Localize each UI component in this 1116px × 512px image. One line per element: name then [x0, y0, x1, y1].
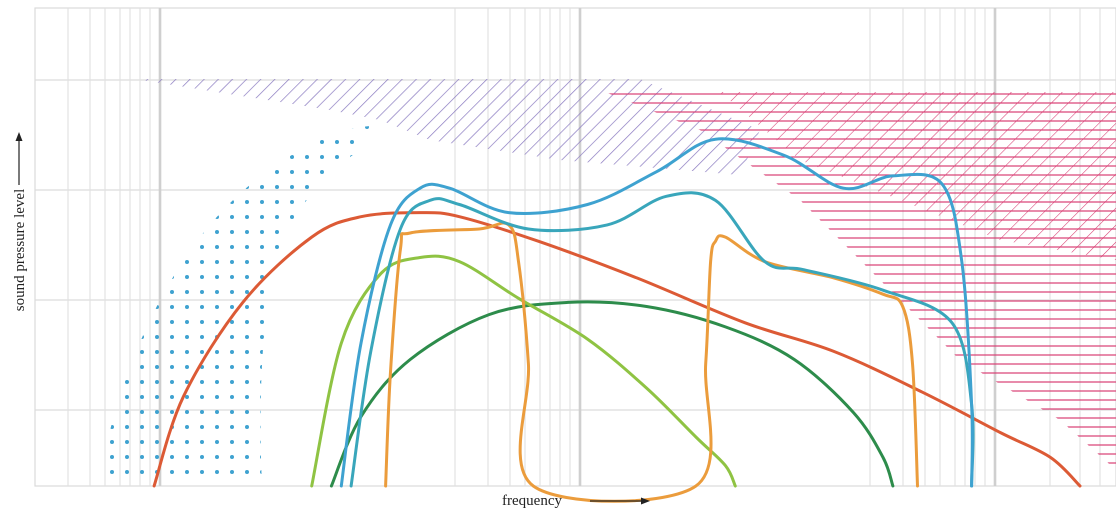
- series-line-3: [349, 191, 975, 488]
- series-line-5: [310, 254, 737, 488]
- x-axis-arrow: [590, 497, 650, 505]
- series-layer: [152, 137, 1082, 503]
- series-line-2: [339, 137, 974, 488]
- dotted-region: [98, 126, 370, 485]
- cross-hatch-region: [720, 92, 1116, 260]
- series-line-1: [152, 211, 1082, 488]
- y-axis-label: sound pressure level: [12, 189, 28, 311]
- series-line-4: [384, 221, 919, 503]
- y-axis-arrow: [15, 132, 23, 185]
- x-axis-label: frequency: [502, 493, 562, 509]
- plot-frame: [34, 7, 1116, 487]
- series-line-6: [329, 300, 895, 488]
- pattern-regions: [98, 79, 1116, 485]
- diagonal-hatch-region: [135, 79, 760, 175]
